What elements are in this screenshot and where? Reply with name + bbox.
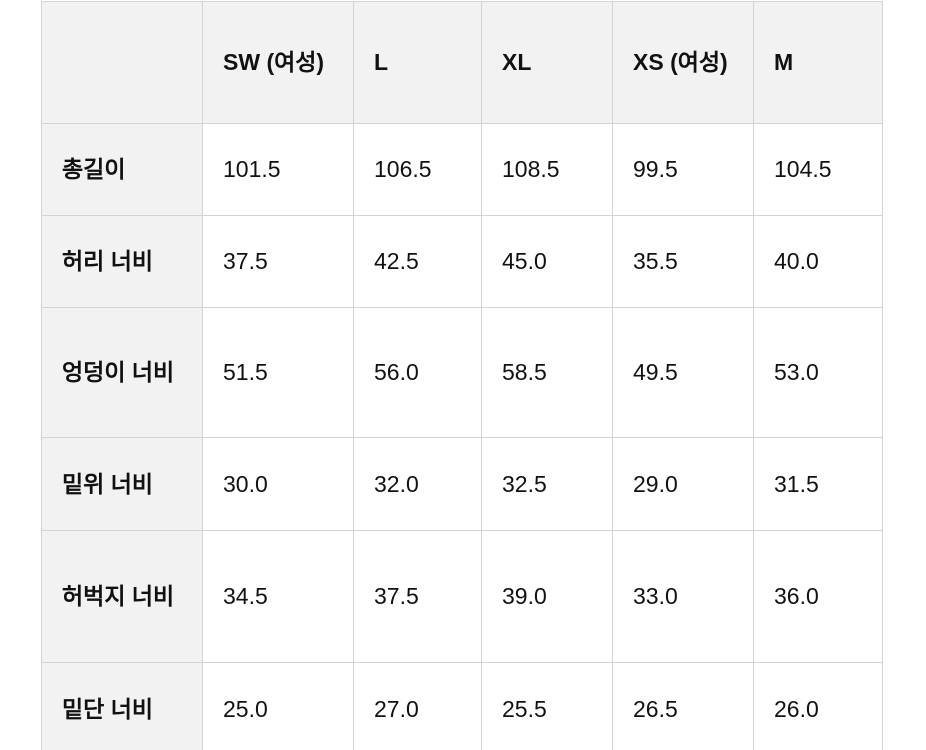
measurement-cell: 26.0: [753, 662, 883, 750]
measurement-cell: 104.5: [753, 123, 883, 216]
measurement-cell: 32.0: [353, 437, 482, 531]
measurement-cell: 35.5: [612, 215, 754, 308]
size-chart-table: SW (여성) L XL XS (여성) M 총길이 101.5 106.5 108.…: [41, 1, 883, 750]
measurement-cell: 31.5: [753, 437, 883, 531]
table-row: 밑위 너비 30.0 32.0 32.5 29.0 31.5: [41, 437, 883, 531]
measurement-cell: 26.5: [612, 662, 754, 750]
measurement-cell: 32.5: [481, 437, 613, 531]
measurement-cell: 49.5: [612, 307, 754, 438]
measurement-cell: 106.5: [353, 123, 482, 216]
measurement-cell: 25.0: [202, 662, 354, 750]
measurement-cell: 42.5: [353, 215, 482, 308]
header-row: SW (여성) L XL XS (여성) M: [41, 1, 883, 124]
table-row: 밑단 너비 25.0 27.0 25.5 26.5 26.0: [41, 662, 883, 750]
measurement-cell: 51.5: [202, 307, 354, 438]
table-row: 총길이 101.5 106.5 108.5 99.5 104.5: [41, 123, 883, 216]
corner-cell: [41, 1, 203, 124]
table-row: 허벅지 너비 34.5 37.5 39.0 33.0 36.0: [41, 530, 883, 663]
measurement-cell: 39.0: [481, 530, 613, 663]
row-label: 총길이: [41, 123, 203, 216]
table-row: 엉덩이 너비 51.5 56.0 58.5 49.5 53.0: [41, 307, 883, 438]
row-label: 밑단 너비: [41, 662, 203, 750]
measurement-cell: 34.5: [202, 530, 354, 663]
measurement-cell: 37.5: [353, 530, 482, 663]
table-body: 총길이 101.5 106.5 108.5 99.5 104.5 허리 너비 37.5 42.5…: [41, 123, 883, 750]
table-row: 허리 너비 37.5 42.5 45.0 35.5 40.0: [41, 215, 883, 308]
column-header-m: M: [753, 1, 883, 124]
measurement-cell: 27.0: [353, 662, 482, 750]
row-label: 허리 너비: [41, 215, 203, 308]
column-header-xs: XS (여성): [612, 1, 754, 124]
measurement-cell: 37.5: [202, 215, 354, 308]
measurement-cell: 58.5: [481, 307, 613, 438]
column-header-l: L: [353, 1, 482, 124]
measurement-cell: 25.5: [481, 662, 613, 750]
measurement-cell: 30.0: [202, 437, 354, 531]
measurement-cell: 40.0: [753, 215, 883, 308]
row-label: 허벅지 너비: [41, 530, 203, 663]
column-header-xl: XL: [481, 1, 613, 124]
measurement-cell: 29.0: [612, 437, 754, 531]
measurement-cell: 56.0: [353, 307, 482, 438]
column-header-sw: SW (여성): [202, 1, 354, 124]
measurement-cell: 53.0: [753, 307, 883, 438]
row-label: 엉덩이 너비: [41, 307, 203, 438]
measurement-cell: 101.5: [202, 123, 354, 216]
measurement-cell: 36.0: [753, 530, 883, 663]
measurement-cell: 99.5: [612, 123, 754, 216]
row-label: 밑위 너비: [41, 437, 203, 531]
measurement-cell: 108.5: [481, 123, 613, 216]
measurement-cell: 45.0: [481, 215, 613, 308]
measurement-cell: 33.0: [612, 530, 754, 663]
